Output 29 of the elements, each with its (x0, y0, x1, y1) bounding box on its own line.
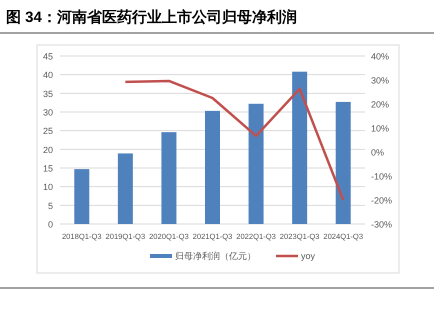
legend-label: 归母净利润（亿元） (175, 251, 256, 261)
y2-tick-label: -20% (371, 196, 392, 206)
legend-label: yoy (301, 251, 316, 261)
line-series (124, 80, 344, 202)
y-tick-label: 45 (42, 52, 53, 62)
bar (118, 153, 133, 224)
y-tick-label: 10 (42, 182, 53, 192)
y2-tick-label: 0% (371, 148, 384, 158)
bar (74, 169, 90, 224)
bar (205, 110, 220, 224)
y2-tick-label: -30% (371, 220, 392, 230)
y-tick-label: 15 (42, 164, 53, 174)
y-tick-label: 25 (42, 126, 53, 136)
y-tick-label: 35 (42, 88, 53, 99)
y2-tick-label: 30% (371, 76, 390, 86)
y-tick-label: 30 (42, 108, 53, 118)
y-tick-label: 20 (42, 144, 53, 155)
bar (336, 102, 351, 224)
y2-tick-label: 10% (371, 124, 390, 134)
y2-tick-label: 20% (371, 100, 390, 110)
y-tick-label: 40 (42, 70, 53, 80)
chart-title: 图 34：河南省医药行业上市公司归母净利润 (6, 8, 297, 26)
y-tick-label: 0 (48, 220, 53, 230)
y2-tick-label: -10% (371, 172, 392, 182)
y2-tick-label: 40% (371, 52, 390, 62)
bar (161, 132, 176, 224)
bar (292, 72, 308, 224)
bar (248, 104, 264, 224)
y-tick-label: 5 (48, 200, 53, 211)
